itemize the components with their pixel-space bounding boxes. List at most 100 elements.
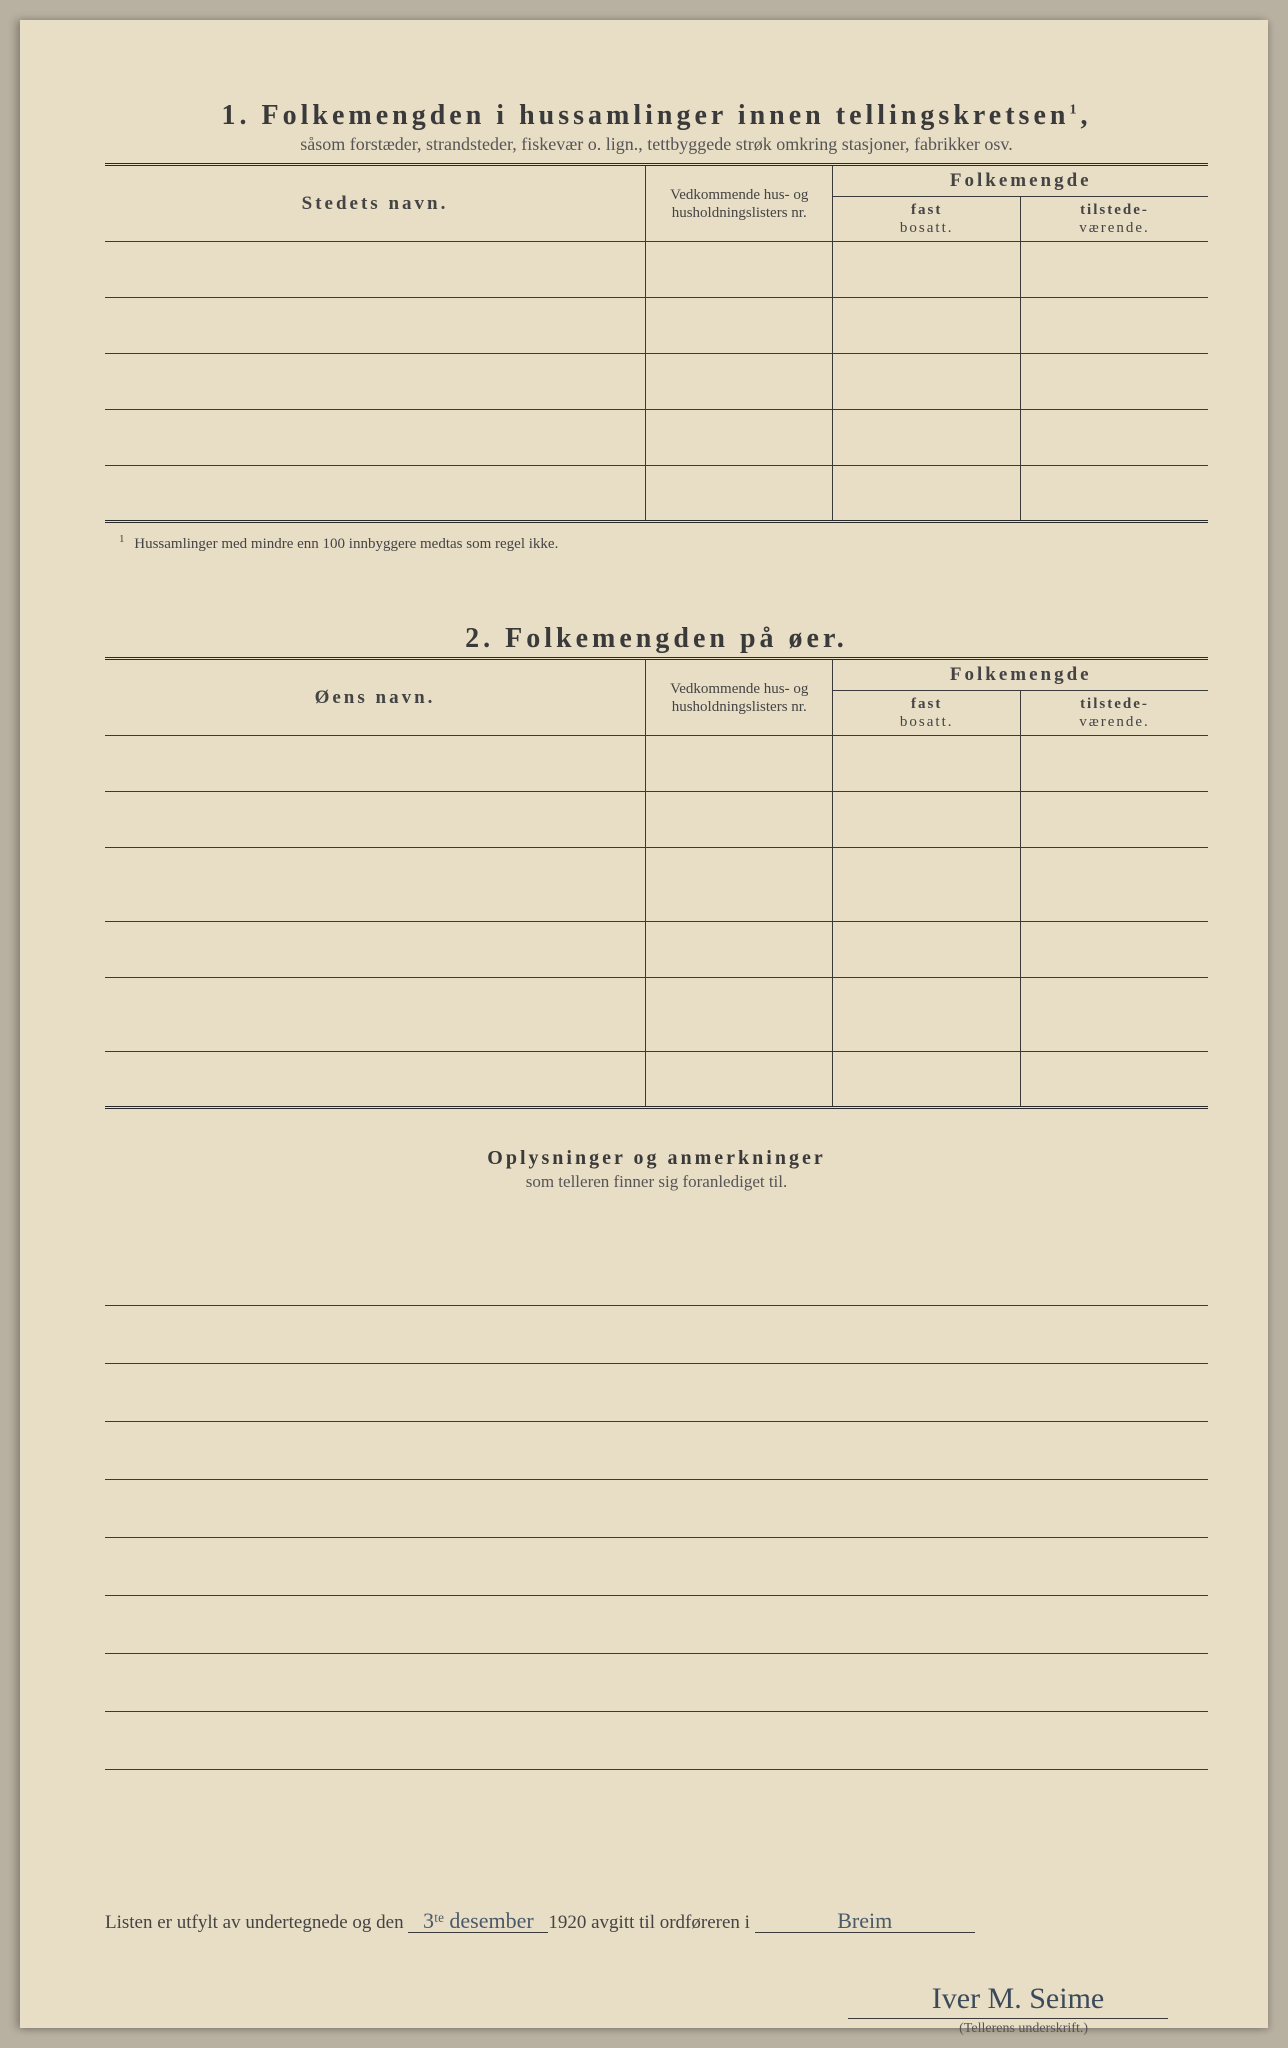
cell	[833, 242, 1021, 298]
col-folkemengde: Folkemengde	[833, 659, 1208, 691]
section2-heading: Folkemengden på øer.	[505, 623, 848, 654]
col-fast: fast bosatt.	[833, 197, 1021, 242]
section1-table: Stedets navn. Vedkommende hus- og hushol…	[105, 163, 1208, 523]
cell	[645, 736, 833, 792]
closing-date-handwritten: 3ᵗᵉ desember	[408, 1910, 548, 1933]
cell	[833, 1052, 1021, 1108]
cell	[833, 410, 1021, 466]
col-stedets-navn: Stedets navn.	[105, 165, 645, 242]
table-row	[105, 848, 1208, 922]
cell	[645, 242, 833, 298]
closing-year-suffix: 1920 avgitt til ordføreren i	[548, 1912, 750, 1933]
cell	[105, 978, 645, 1052]
closing-place-handwritten: Breim	[755, 1910, 975, 1933]
cell	[645, 1052, 833, 1108]
table-row	[105, 736, 1208, 792]
cell	[645, 298, 833, 354]
cell	[645, 978, 833, 1052]
cell	[105, 792, 645, 848]
signature-text: Iver M. Seime	[848, 1982, 1168, 2019]
signature-area: Iver M. Seime (Tellerens underskrift.)	[105, 1982, 1208, 2037]
section1-title: 1. Folkemengden i hussamlinger innen tel…	[105, 100, 1208, 132]
col-oens-navn: Øens navn.	[105, 659, 645, 736]
table-row	[105, 298, 1208, 354]
cell	[1020, 298, 1208, 354]
section1-heading: Folkemengden i hussamlinger innen tellin…	[262, 100, 1070, 131]
cell	[833, 736, 1021, 792]
col-fast-sub: bosatt.	[900, 220, 954, 236]
table-row	[105, 354, 1208, 410]
notes-ruled-lines	[105, 1248, 1208, 1770]
cell	[105, 848, 645, 922]
cell	[645, 792, 833, 848]
ruled-line	[105, 1364, 1208, 1422]
cell	[1020, 242, 1208, 298]
col-tilstede: tilstede- værende.	[1020, 691, 1208, 736]
cell	[105, 1052, 645, 1108]
table-row	[105, 922, 1208, 978]
section1-footnote: 1 Hussamlinger med mindre enn 100 innbyg…	[105, 533, 1208, 553]
section-2: 2. Folkemengden på øer. Øens navn. Vedko…	[105, 623, 1208, 1109]
col-fast-label: fast	[911, 696, 942, 712]
col-ref: Vedkommende hus- og husholdningslisters …	[645, 659, 833, 736]
ruled-line	[105, 1712, 1208, 1770]
footnote-marker: 1	[119, 533, 125, 545]
ruled-line	[105, 1480, 1208, 1538]
table-row	[105, 242, 1208, 298]
section1-subtitle: såsom forstæder, strandsteder, fiskevær …	[105, 134, 1208, 155]
ruled-line	[105, 1422, 1208, 1480]
col-til-sub: værende.	[1079, 714, 1150, 730]
cell	[1020, 978, 1208, 1052]
cell	[105, 354, 645, 410]
table-row	[105, 466, 1208, 522]
col-ref: Vedkommende hus- og husholdningslisters …	[645, 165, 833, 242]
col-folkemengde: Folkemengde	[833, 165, 1208, 197]
cell	[1020, 410, 1208, 466]
cell	[833, 466, 1021, 522]
section1-number: 1.	[222, 100, 251, 131]
cell	[645, 354, 833, 410]
table-row	[105, 978, 1208, 1052]
notes-title: Oplysninger og anmerkninger	[105, 1147, 1208, 1170]
closing-prefix: Listen er utfylt av undertegnede og den	[105, 1912, 404, 1933]
cell	[645, 466, 833, 522]
cell	[105, 242, 645, 298]
ruled-line	[105, 1538, 1208, 1596]
ruled-line	[105, 1654, 1208, 1712]
cell	[833, 792, 1021, 848]
col-til-label: tilstede-	[1080, 696, 1149, 712]
cell	[645, 922, 833, 978]
cell	[833, 848, 1021, 922]
cell	[1020, 922, 1208, 978]
cell	[1020, 1052, 1208, 1108]
ruled-line	[105, 1596, 1208, 1654]
cell	[1020, 736, 1208, 792]
cell	[105, 410, 645, 466]
cell	[833, 298, 1021, 354]
col-til-sub: værende.	[1079, 220, 1150, 236]
cell	[105, 922, 645, 978]
col-fast: fast bosatt.	[833, 691, 1021, 736]
notes-subtitle: som telleren finner sig foranlediget til…	[105, 1172, 1208, 1192]
section1-sup: 1	[1069, 103, 1080, 118]
section2-title: 2. Folkemengden på øer.	[105, 623, 1208, 655]
cell	[1020, 792, 1208, 848]
census-form-page: 1. Folkemengden i hussamlinger innen tel…	[20, 20, 1268, 2028]
signature-caption: (Tellerens underskrift.)	[105, 2021, 1168, 2037]
cell	[1020, 848, 1208, 922]
col-fast-label: fast	[911, 202, 942, 218]
col-til-label: tilstede-	[1080, 202, 1149, 218]
closing-statement: Listen er utfylt av undertegnede og den …	[105, 1910, 1208, 1934]
ruled-line	[105, 1306, 1208, 1364]
notes-section: Oplysninger og anmerkninger som telleren…	[105, 1147, 1208, 1192]
cell	[833, 922, 1021, 978]
cell	[833, 978, 1021, 1052]
cell	[645, 410, 833, 466]
cell	[1020, 466, 1208, 522]
cell	[1020, 354, 1208, 410]
table-row	[105, 410, 1208, 466]
table-row	[105, 792, 1208, 848]
col-fast-sub: bosatt.	[900, 714, 954, 730]
cell	[833, 354, 1021, 410]
ruled-line	[105, 1248, 1208, 1306]
